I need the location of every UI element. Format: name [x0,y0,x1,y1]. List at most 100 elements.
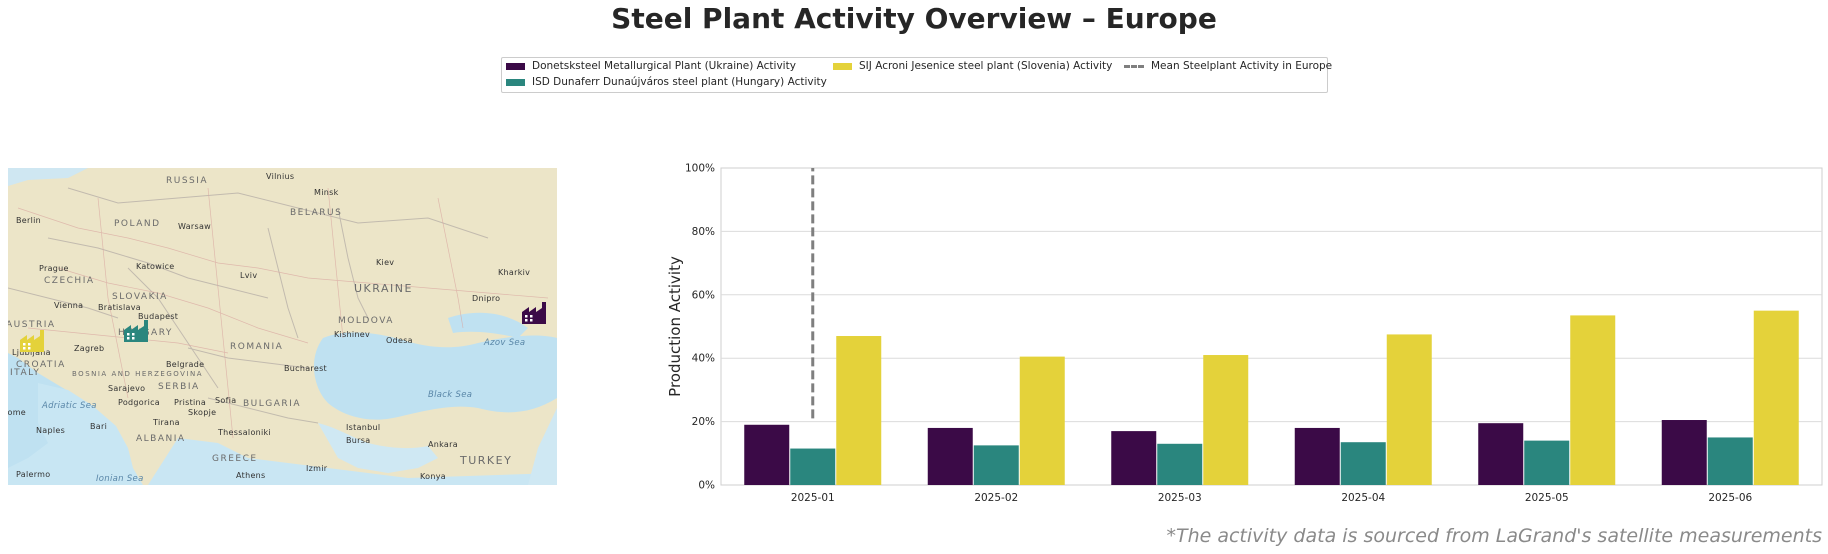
map-label: Izmir [306,464,328,473]
factory-icon [124,320,148,342]
legend-item-dunaferr: ISD Dunaferr Dunaújváros steel plant (Hu… [506,76,827,88]
bar-sij-2025-04 [1386,334,1432,485]
map-label: Belgrade [166,360,205,369]
map-label: Palermo [16,470,51,479]
y-tick-label: 100% [685,163,715,175]
x-tick-label: 2025-04 [1341,492,1385,504]
bar-isd-2025-06 [1707,437,1753,485]
europe-map: RUSSIA Vilnius Minsk BELARUS Berlin POLA… [8,168,557,485]
map-label: Sarajevo [108,384,146,393]
map-label: Budapest [138,312,179,321]
map-label: Tirana [153,418,180,427]
map-label: MOLDOVA [338,316,394,326]
map-label: POLAND [114,219,161,229]
map-label: SERBIA [158,382,200,392]
bar-sij-2025-02 [1019,356,1065,485]
map-label: Zagreb [74,344,105,353]
map-label: BULGARIA [243,399,301,409]
map-label: Sofia [215,396,237,405]
legend-label-mean: Mean Steelplant Activity in Europe [1151,60,1333,72]
map-label: Podgorica [118,398,160,407]
map-label: Adriatic Sea [42,401,97,411]
map-label: Bratislava [98,303,141,312]
map-label: Kiev [376,258,395,267]
y-axis-label: Production Activity [666,256,684,397]
y-tick-label: 20% [692,416,715,428]
map-label: RUSSIA [166,176,209,186]
y-tick-label: 0% [698,480,715,492]
map-label: GREECE [212,454,258,464]
map-label: Kharkiv [498,268,531,277]
chart-legend: Donetsksteel Metallurgical Plant (Ukrain… [501,57,1332,93]
map-label: Berlin [16,216,42,225]
bar-donetsksteel-2025-06 [1661,420,1707,485]
x-tick-label: 2025-01 [791,492,835,504]
factory-icon [20,330,44,352]
legend-swatch-acroni [833,62,852,70]
bar-sij-2025-06 [1753,310,1799,485]
legend-item-mean: Mean Steelplant Activity in Europe [1124,60,1332,72]
map-label: UKRAINE [354,282,413,295]
factory-icon [522,302,546,324]
map-label: Ljubljana [12,348,51,357]
x-tick-label: 2025-06 [1708,492,1752,504]
x-tick-label: 2025-03 [1158,492,1202,504]
map-label: ROMANIA [230,342,284,352]
map-label: ITALY [10,368,41,378]
legend-label-acroni: SIJ Acroni Jesenice steel plant (Sloveni… [859,60,1113,72]
x-tick-label: 2025-02 [974,492,1018,504]
map-label: CZECHIA [44,276,95,286]
map-label: Pristina [174,398,207,407]
map-label: Dnipro [472,294,501,303]
map-background [8,168,557,485]
legend-item-donetsksteel: Donetsksteel Metallurgical Plant (Ukrain… [506,60,796,72]
plot-area [720,167,1823,486]
bar-sij-2025-01 [836,336,882,485]
bar-isd-2025-04 [1340,442,1386,485]
map-label: CROATIA [16,360,66,370]
map-label: Skopje [188,408,217,417]
bar-isd-2025-05 [1524,440,1570,485]
map-label: Vienna [54,301,84,310]
legend-swatch-donetsksteel [506,62,525,70]
map-label: Rome [8,408,27,417]
map-label: Bursa [346,436,371,445]
map-label: Prague [39,264,69,273]
legend-label-donetsksteel: Donetsksteel Metallurgical Plant (Ukrain… [532,60,796,72]
bar-donetsksteel-2025-04 [1294,427,1340,485]
map-label: Lviv [240,271,258,280]
bar-donetsksteel-2025-02 [927,427,973,485]
map-label: BOSNIA AND HERZEGOVINA [72,370,204,378]
map-label: Minsk [314,188,339,197]
bar-isd-2025-02 [973,445,1019,485]
map-label: Athens [236,471,266,480]
map-label: Ankara [428,440,458,449]
data-source-footnote: *The activity data is sourced from LaGra… [1166,525,1822,547]
y-tick-label: 80% [692,226,715,238]
legend-dash-mean [1124,64,1144,68]
bar-sij-2025-03 [1203,355,1249,485]
map-label: Bucharest [284,364,327,373]
map-label: Black Sea [428,390,473,400]
map-label: TURKEY [460,454,513,467]
map-label: SLOVAKIA [112,292,168,302]
map-label: AUSTRIA [8,320,56,330]
map-label: Kishinev [334,330,371,339]
map-label: Ionian Sea [96,474,144,484]
y-tick-label: 40% [692,353,715,365]
map-label: Naples [36,426,66,435]
legend-item-acroni: SIJ Acroni Jesenice steel plant (Sloveni… [833,60,1112,72]
map-label: Istanbul [346,423,381,432]
bar-sij-2025-05 [1570,315,1616,485]
map-label: Odesa [386,336,413,345]
map-label: Katowice [136,262,175,271]
map-label: Konya [420,472,446,481]
y-tick-label: 60% [692,289,715,301]
bar-donetsksteel-2025-03 [1111,431,1157,485]
chart-title: Steel Plant Activity Overview – Europe [611,2,1217,35]
map-label: Warsaw [178,222,212,231]
x-tick-label: 2025-05 [1525,492,1569,504]
map-label: ALBANIA [136,434,186,444]
bar-donetsksteel-2025-05 [1478,423,1524,485]
